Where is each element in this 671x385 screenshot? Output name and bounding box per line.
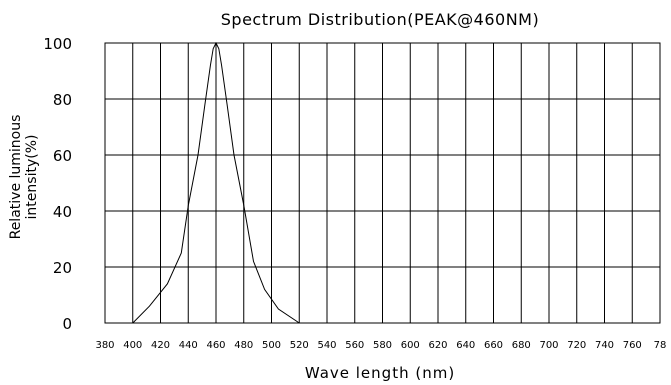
spectrum-curve [132,41,300,324]
y-tick-label: 60 [53,147,72,165]
x-tick-label: 580 [373,340,392,351]
x-tick-label: 740 [595,340,614,351]
x-tick-label: 720 [567,340,586,351]
plot-frame [104,42,661,324]
x-tick-label: 680 [512,340,531,351]
x-axis-label: Wave length (nm) [304,364,456,382]
y-tick-label: 0 [62,315,72,333]
x-tick-label: 480 [234,340,253,351]
y-tick-label: 100 [43,35,72,53]
x-tick-label: 460 [206,340,225,351]
x-tick-label: 600 [401,340,420,351]
x-tick-label: 620 [428,340,447,351]
x-tick-label: 500 [262,340,281,351]
x-tick-label: 440 [179,340,198,351]
x-tick-label: 640 [456,340,475,351]
x-tick-label: 400 [123,340,142,351]
x-tick-label: 540 [317,340,336,351]
x-tick-label: 560 [345,340,364,351]
chart-title: Spectrum Distribution(PEAK@460NM) [220,10,540,29]
x-tick-label: 520 [290,340,309,351]
y-tick-label: 40 [53,203,72,221]
x-tick-label: 380 [95,340,114,351]
x-tick-label: 420 [151,340,170,351]
y-tick-label: 80 [53,91,72,109]
y-tick-label: 20 [53,259,72,277]
x-tick-label: 760 [623,340,642,351]
x-tick-label: 700 [539,340,558,351]
x-tick-label: 660 [484,340,503,351]
x-tick-label: 78 [654,340,667,351]
